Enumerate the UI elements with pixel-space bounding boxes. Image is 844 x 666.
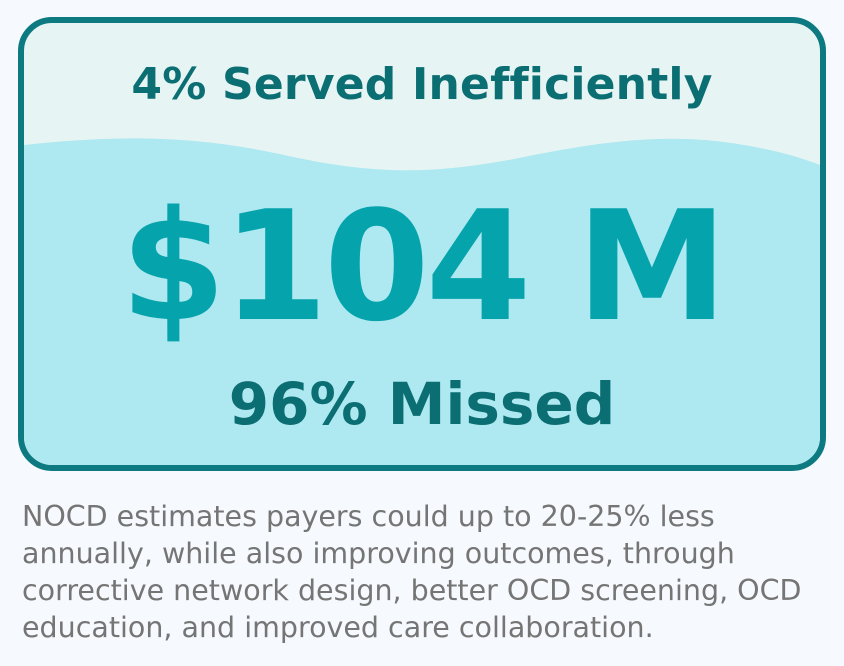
stat-card: 4% Served Inefficiently $104 M 96% Misse… — [18, 17, 826, 471]
amount-value: $104 M — [120, 178, 727, 355]
served-inefficiently-label: 4% Served Inefficiently — [131, 59, 713, 110]
wave-fill-background — [24, 138, 820, 465]
missed-label: 96% Missed — [228, 370, 616, 438]
wave-fill — [24, 138, 820, 465]
description-paragraph: NOCD estimates payers could up to 20-25%… — [22, 500, 802, 644]
